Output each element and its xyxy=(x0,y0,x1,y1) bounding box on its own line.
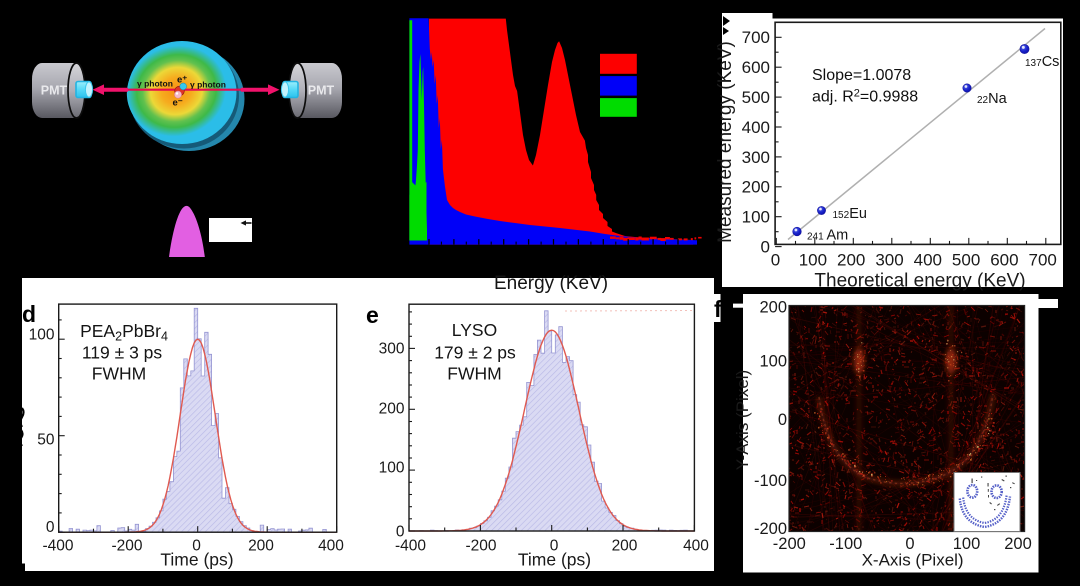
svg-text:22Na: 22Na xyxy=(977,91,1008,107)
svg-text:400: 400 xyxy=(742,118,770,137)
svg-text:400: 400 xyxy=(914,251,942,270)
svg-text:200: 200 xyxy=(837,251,865,270)
svg-text:FWHM: FWHM xyxy=(447,364,501,384)
svg-text:400: 400 xyxy=(318,538,344,555)
svg-text:0: 0 xyxy=(550,538,559,555)
svg-text:100: 100 xyxy=(742,208,770,227)
svg-text:500: 500 xyxy=(952,251,980,270)
svg-text:γ photon: γ photon xyxy=(190,80,226,90)
svg-text:FWHM: FWHM xyxy=(92,364,146,384)
svg-text:0: 0 xyxy=(778,411,787,429)
svg-text:Theoretical energy (KeV): Theoretical energy (KeV) xyxy=(814,271,1025,292)
svg-text:700: 700 xyxy=(1029,251,1057,270)
svg-text:137Cs: 137Cs xyxy=(1025,54,1059,70)
svg-text:-200: -200 xyxy=(773,535,806,553)
svg-text:Y-Axis (Pixel): Y-Axis (Pixel) xyxy=(733,370,752,470)
svg-text:300: 300 xyxy=(379,341,405,358)
svg-text:0: 0 xyxy=(192,538,201,555)
svg-text:PEA2PbBr4: PEA2PbBr4 xyxy=(80,321,168,344)
svg-text:200: 200 xyxy=(612,538,638,555)
svg-text:500: 500 xyxy=(742,88,770,107)
svg-text:100: 100 xyxy=(759,353,787,371)
svg-text:LYSO: LYSO xyxy=(452,320,497,340)
svg-text:400: 400 xyxy=(683,538,709,555)
svg-text:200: 200 xyxy=(379,400,405,417)
svg-text:e⁻: e⁻ xyxy=(173,98,183,109)
svg-text:-400: -400 xyxy=(42,538,73,555)
svg-text:300: 300 xyxy=(875,251,903,270)
svg-text:0: 0 xyxy=(396,524,405,541)
svg-text:-400: -400 xyxy=(395,538,426,555)
svg-text:300: 300 xyxy=(742,148,770,167)
svg-text:-200: -200 xyxy=(111,538,142,555)
svg-text:0: 0 xyxy=(771,251,780,270)
svg-text:50: 50 xyxy=(37,432,55,449)
svg-text:200: 200 xyxy=(759,299,787,317)
svg-text:-200: -200 xyxy=(754,520,787,538)
svg-text:600: 600 xyxy=(990,251,1018,270)
svg-text:PMT: PMT xyxy=(308,84,335,98)
svg-text:179 ± 2 ps: 179 ± 2 ps xyxy=(434,343,516,363)
svg-text:600: 600 xyxy=(742,58,770,77)
svg-text:100: 100 xyxy=(799,251,827,270)
svg-text:e⁺: e⁺ xyxy=(177,75,187,86)
svg-text:0: 0 xyxy=(46,519,55,536)
svg-text:Time (ps): Time (ps) xyxy=(518,550,591,570)
svg-text:241 Am: 241 Am xyxy=(807,228,848,244)
svg-text:-100: -100 xyxy=(829,535,862,553)
svg-text:200: 200 xyxy=(742,178,770,197)
svg-text:adj. R2=0.9988: adj. R2=0.9988 xyxy=(812,88,918,106)
svg-text:200: 200 xyxy=(248,538,274,555)
svg-text:100: 100 xyxy=(29,327,55,344)
svg-text:0: 0 xyxy=(761,238,770,257)
svg-text:Measured energy (KeV): Measured energy (KeV) xyxy=(715,41,736,243)
svg-text:Time (ps): Time (ps) xyxy=(160,550,233,570)
svg-text:200: 200 xyxy=(1004,535,1032,553)
svg-text:Slope=1.0078: Slope=1.0078 xyxy=(812,67,911,84)
svg-text:100: 100 xyxy=(379,460,405,477)
svg-text:100: 100 xyxy=(953,535,981,553)
svg-text:152Eu: 152Eu xyxy=(833,206,867,222)
svg-text:0: 0 xyxy=(905,535,914,553)
svg-text:119 ± 3 ps: 119 ± 3 ps xyxy=(82,343,163,363)
svg-text:Energy (KeV): Energy (KeV) xyxy=(494,273,608,294)
svg-text:700: 700 xyxy=(742,28,770,47)
svg-text:-100: -100 xyxy=(754,472,787,490)
svg-text:PMT: PMT xyxy=(41,84,68,98)
svg-text:f: f xyxy=(714,296,722,322)
svg-text:-200: -200 xyxy=(465,538,496,555)
svg-text:γ photon: γ photon xyxy=(137,79,173,89)
svg-text:e: e xyxy=(366,302,379,328)
svg-text:X-Axis (Pixel): X-Axis (Pixel) xyxy=(862,551,964,570)
svg-text:d: d xyxy=(22,301,36,327)
